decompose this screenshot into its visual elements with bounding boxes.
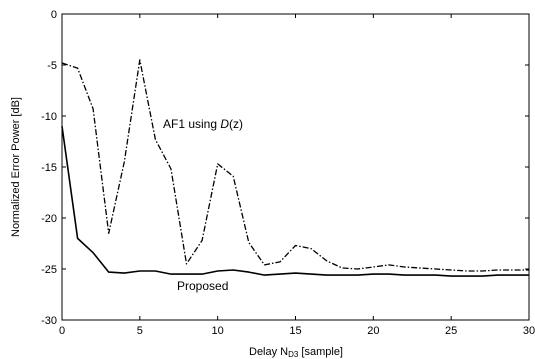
proposed-series-line: [61, 126, 529, 277]
y-tick-label: -15: [41, 162, 57, 174]
x-tick-label: 10: [212, 325, 224, 337]
y-tick-label: -10: [41, 111, 57, 123]
x-axis-title: Delay ND3 [sample]: [249, 346, 343, 359]
axis-ticks: 0 5 10 15 20 25 30 0 -5 -10 -15 -20 -25 -30: [41, 9, 535, 337]
y-tick-label: 0: [51, 9, 57, 21]
x-tick-label: 30: [523, 325, 535, 337]
x-tick-label: 15: [289, 325, 301, 337]
y-axis-title: Normalized Error Power [dB]: [10, 97, 22, 237]
annotation-af1: AF1 using D(z): [163, 117, 243, 131]
plot-frame: [61, 13, 530, 321]
y-tick-label: -30: [41, 315, 57, 327]
annotation-proposed: Proposed: [177, 279, 228, 293]
af1-series-line: [61, 59, 529, 272]
x-tick-label: 25: [445, 325, 457, 337]
y-tick-label: -5: [47, 60, 57, 72]
y-tick-label: -25: [41, 264, 57, 276]
x-tick-label: 20: [367, 325, 379, 337]
x-tick-label: 5: [137, 325, 143, 337]
x-tick-label: 0: [59, 325, 65, 337]
y-tick-label: -20: [41, 213, 57, 225]
series-layer: [61, 59, 529, 277]
